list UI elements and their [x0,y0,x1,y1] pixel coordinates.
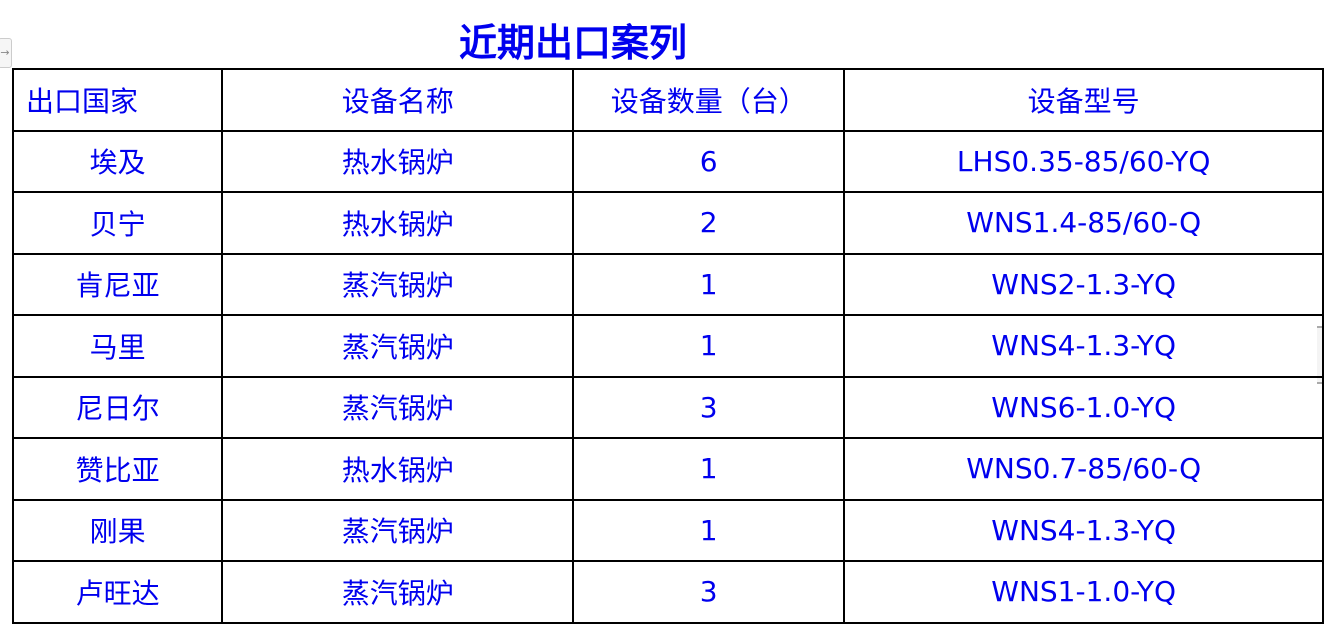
cell-quantity: 1 [572,498,846,562]
table-row: 肯尼亚 蒸汽锅炉 1 WNS2-1.3-YQ [11,252,1324,316]
cell-quantity: 6 [572,129,846,193]
cell-quantity: 1 [572,314,846,378]
cell-country: 赞比亚 [11,437,224,501]
arrow-right-icon[interactable]: → [0,38,12,68]
page-title: 近期出口案列 [458,21,687,65]
cell-country: 刚果 [11,498,224,562]
export-cases-table: 出口国家 设备名称 设备数量（台） 设备型号 埃及 热水锅炉 6 LHS0.35-85… [11,68,1324,624]
cell-country: 马里 [11,314,224,378]
cell-country: 贝宁 [11,191,224,255]
cell-country: 埃及 [11,129,224,193]
cell-equipment-name: 蒸汽锅炉 [221,498,575,562]
cell-model: WNS2-1.3-YQ [843,252,1324,316]
cell-model: WNS1.4-85/60-Q [843,191,1324,255]
table-row: 尼日尔 蒸汽锅炉 3 WNS6-1.0-YQ [11,375,1324,439]
cell-equipment-name: 蒸汽锅炉 [221,560,575,624]
header-model: 设备型号 [843,68,1324,132]
cell-quantity: 2 [572,191,846,255]
cell-model: WNS4-1.3-YQ [843,314,1324,378]
header-quantity: 设备数量（台） [572,68,846,132]
cell-model: WNS1-1.0-YQ [843,560,1324,624]
cell-country: 肯尼亚 [11,252,224,316]
cell-country: 卢旺达 [11,560,224,624]
header-equipment-name: 设备名称 [221,68,575,132]
cell-equipment-name: 蒸汽锅炉 [221,314,575,378]
cell-equipment-name: 蒸汽锅炉 [221,375,575,439]
table-row: 马里 蒸汽锅炉 1 WNS4-1.3-YQ [11,314,1324,378]
cell-country: 尼日尔 [11,375,224,439]
table-row: 刚果 蒸汽锅炉 1 WNS4-1.3-YQ [11,498,1324,562]
cell-model: WNS0.7-85/60-Q [843,437,1324,501]
header-country: 出口国家 [11,68,224,132]
cell-quantity: 3 [572,560,846,624]
cell-quantity: 1 [572,437,846,501]
table-header-row: 出口国家 设备名称 设备数量（台） 设备型号 [11,68,1324,132]
table-row: 埃及 热水锅炉 6 LHS0.35-85/60-YQ [11,129,1324,193]
cell-model: WNS6-1.0-YQ [843,375,1324,439]
cell-equipment-name: 热水锅炉 [221,191,575,255]
table-row: 卢旺达 蒸汽锅炉 3 WNS1-1.0-YQ [11,560,1324,624]
cell-quantity: 3 [572,375,846,439]
cell-equipment-name: 热水锅炉 [221,437,575,501]
cell-equipment-name: 热水锅炉 [221,129,575,193]
cell-equipment-name: 蒸汽锅炉 [221,252,575,316]
table-row: 赞比亚 热水锅炉 1 WNS0.7-85/60-Q [11,437,1324,501]
table-row: 贝宁 热水锅炉 2 WNS1.4-85/60-Q [11,191,1324,255]
cell-model: WNS4-1.3-YQ [843,498,1324,562]
cell-model: LHS0.35-85/60-YQ [843,129,1324,193]
cell-quantity: 1 [572,252,846,316]
